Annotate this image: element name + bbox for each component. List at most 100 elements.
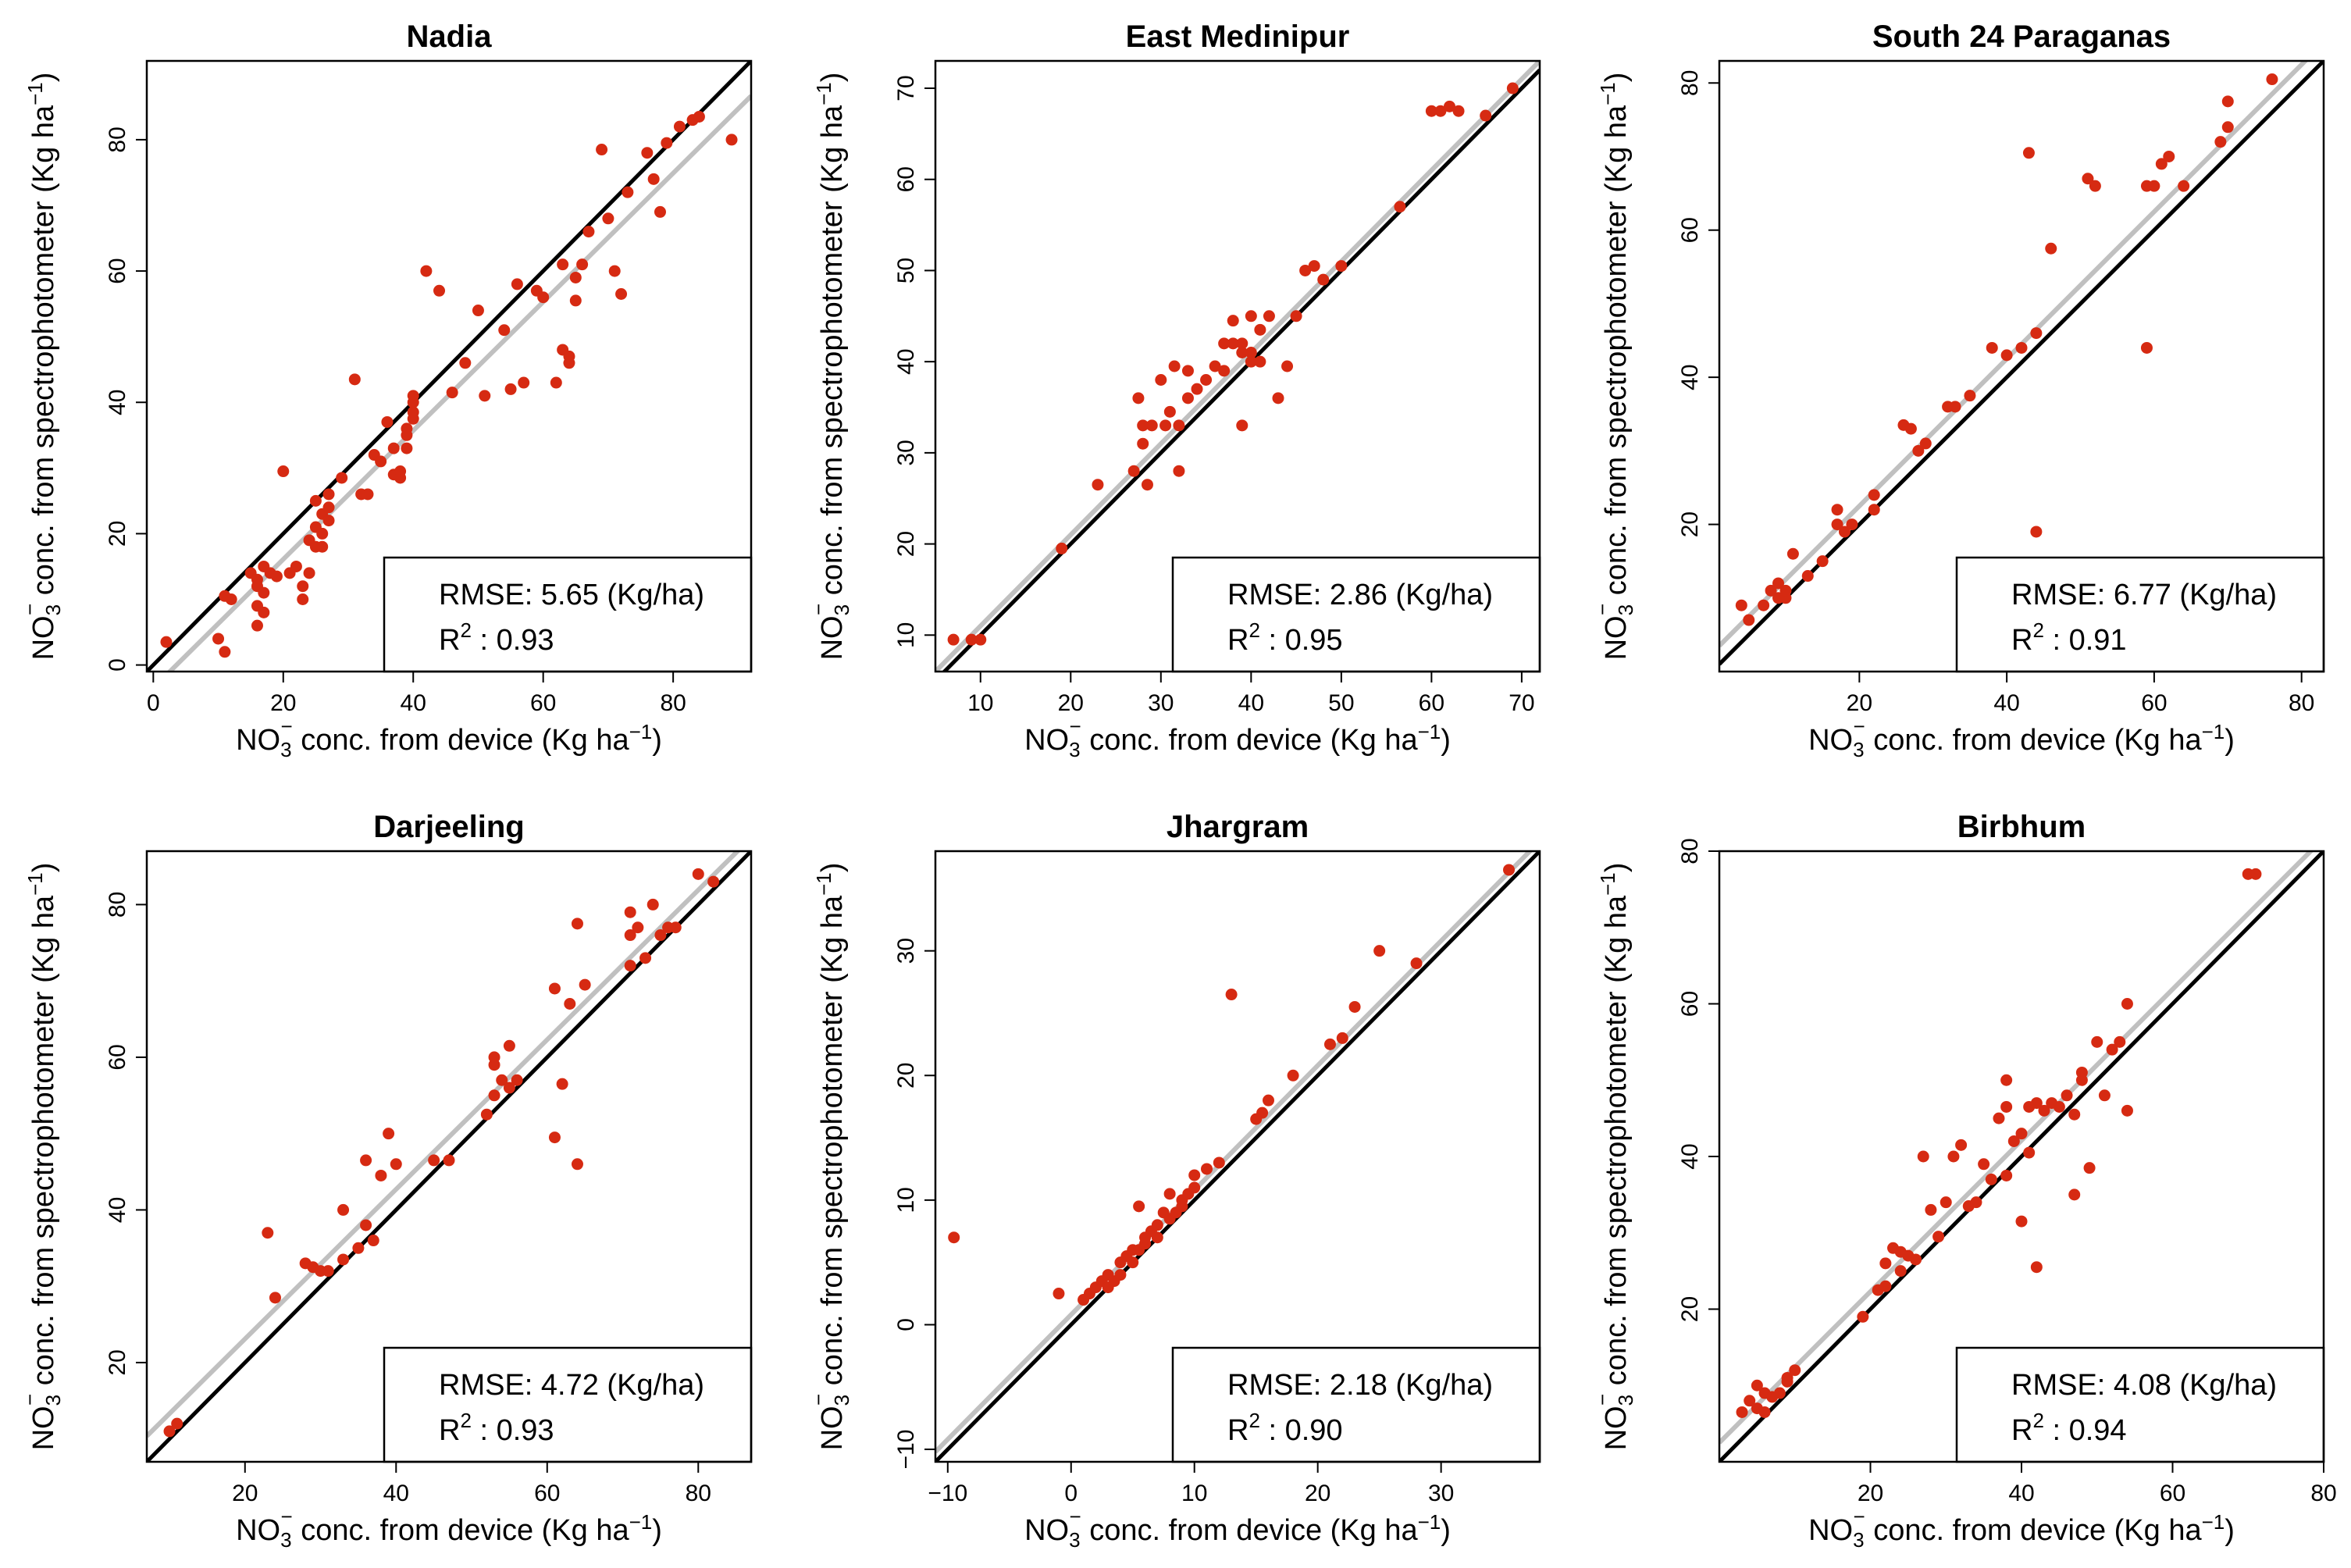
x-tick-label: 20 [232, 1481, 258, 1506]
data-point [1133, 1200, 1145, 1213]
x-axis-label-sup: − [1070, 1505, 1081, 1528]
data-point [564, 998, 576, 1010]
y-axis-label-sub: 3 [1614, 604, 1637, 615]
data-point [1176, 1200, 1188, 1213]
y-tick-label: 60 [893, 166, 919, 192]
y-axis-label-no: NO [27, 615, 60, 660]
data-point [1127, 1256, 1139, 1269]
data-points [163, 868, 720, 1438]
data-point [1879, 1280, 1892, 1292]
data-point [251, 619, 263, 632]
data-point [1254, 323, 1266, 336]
x-axis-label-sup: − [1854, 715, 1865, 738]
data-point [472, 305, 484, 317]
data-point [2214, 136, 2227, 148]
data-point [1868, 489, 1880, 501]
data-points [1735, 73, 2278, 626]
data-point [337, 1203, 350, 1216]
data-point [1114, 1269, 1127, 1281]
data-point [1503, 864, 1516, 876]
rmse-unit: (Kg/ha) [2171, 579, 2277, 611]
x-axis-label-sub: 3 [1853, 738, 1864, 761]
data-point [1940, 1196, 1952, 1209]
data-point [2000, 1074, 2013, 1086]
y-axis-label: NO3− conc. from spectrophotometer (Kg ha… [807, 863, 853, 1451]
data-point [1779, 584, 1792, 597]
x-tick-label: 0 [147, 690, 160, 716]
stats-box [383, 1346, 753, 1463]
data-point [2155, 158, 2168, 170]
panel-title: Darjeeling [373, 810, 524, 844]
data-point [420, 265, 433, 277]
data-point [322, 501, 335, 514]
data-point [632, 921, 644, 934]
data-point [1831, 504, 1843, 516]
data-point [383, 1128, 395, 1140]
data-point [1919, 437, 1932, 450]
y-axis-label-text: conc. from spectrophotometer (Kg ha [1600, 895, 1633, 1394]
y-axis-label-exp: −1 [23, 872, 47, 896]
x-axis-label-sub: 3 [280, 1528, 291, 1552]
data-point [212, 633, 225, 645]
data-point [407, 406, 419, 419]
y-axis-label-text: conc. from spectrophotometer (Kg ha [1600, 105, 1633, 604]
x-tick-label: 20 [1305, 1481, 1330, 1506]
data-point [1735, 599, 1747, 611]
data-points [948, 864, 1516, 1306]
rmse-prefix: RMSE: [439, 1369, 541, 1402]
y-axis-label-no: NO [27, 1406, 60, 1450]
panel-2: East Medinipur RMSE: 2.86 (Kg/ha) R2 : 0.9… [807, 20, 1541, 761]
y-axis-label-sup: − [18, 1394, 41, 1406]
stats-box [1955, 556, 2325, 673]
data-point [362, 488, 374, 501]
y-tick-label: 50 [893, 258, 919, 283]
data-point [1910, 1253, 1922, 1266]
data-point [1151, 1231, 1163, 1244]
x-tick-label: 60 [2141, 690, 2167, 716]
data-point [269, 1292, 281, 1304]
data-point [1816, 555, 1829, 568]
x-axis-label: NO3− conc. from device (Kg ha−1) [1808, 715, 2235, 761]
r2-label: R2 : 0.91 [2011, 618, 2127, 657]
data-point [1188, 1181, 1201, 1194]
x-tick-label: 40 [383, 1481, 409, 1506]
y-tick-label: 70 [893, 75, 919, 101]
y-axis-label-text: conc. from spectrophotometer (Kg ha [816, 895, 849, 1394]
y-axis-label: NO3− conc. from spectrophotometer (Kg ha… [1590, 73, 1637, 661]
data-point [1181, 392, 1194, 404]
panel-title: Nadia [407, 20, 493, 54]
data-point [1846, 519, 1858, 531]
x-axis-label-close: ) [1441, 1514, 1451, 1547]
y-tick-label: 0 [893, 1318, 919, 1331]
y-axis-label: NO3− conc. from spectrophotometer (Kg ha… [807, 73, 853, 661]
data-point [303, 567, 315, 579]
data-point [1245, 310, 1257, 323]
y-axis-label-close: ) [816, 863, 849, 873]
data-point [2082, 173, 2094, 185]
data-point [2068, 1108, 2081, 1121]
data-point [1773, 1387, 1786, 1399]
data-point [1336, 1032, 1348, 1044]
data-point [965, 633, 978, 646]
data-point [550, 376, 562, 389]
r2-exp: 2 [460, 618, 471, 642]
data-point [1985, 1173, 1997, 1185]
data-point [1173, 419, 1185, 432]
data-point [2148, 180, 2160, 192]
data-point [1159, 419, 1172, 432]
data-point [624, 960, 636, 972]
x-axis-label-sub: 3 [280, 738, 291, 761]
data-point [2121, 1104, 2133, 1117]
y-tick-label: 30 [893, 440, 919, 465]
data-point [1092, 479, 1104, 491]
data-point [163, 1425, 176, 1438]
data-point [1188, 1169, 1201, 1181]
r2-label: R2 : 0.93 [439, 1409, 554, 1447]
data-point [1181, 365, 1194, 377]
data-point [1209, 360, 1221, 372]
data-point [1758, 1406, 1771, 1418]
data-point [639, 952, 652, 964]
data-point [641, 147, 654, 159]
data-point [381, 415, 394, 428]
